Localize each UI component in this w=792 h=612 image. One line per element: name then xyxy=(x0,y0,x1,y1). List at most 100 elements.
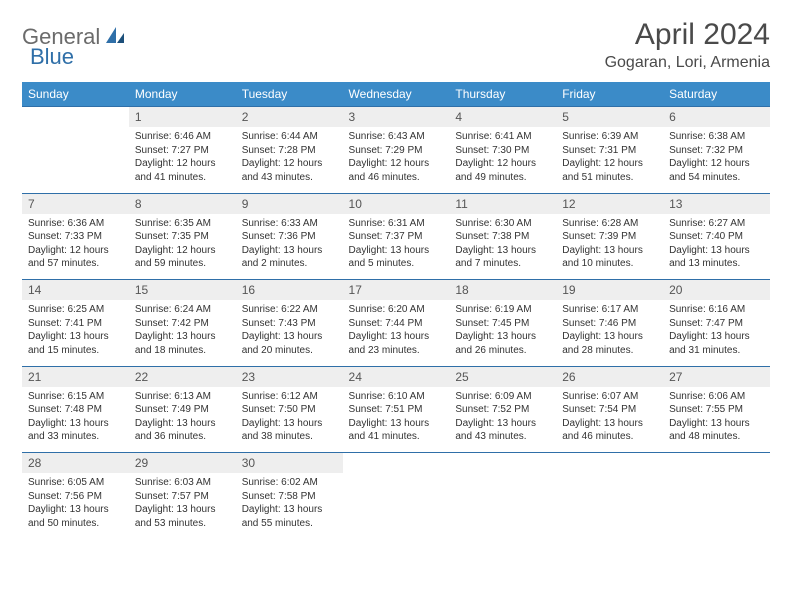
daylight-text: and 50 minutes. xyxy=(28,517,123,531)
sunset-text: Sunset: 7:48 PM xyxy=(28,403,123,417)
sunrise-text: Sunrise: 6:06 AM xyxy=(669,390,764,404)
sunrise-text: Sunrise: 6:03 AM xyxy=(135,476,230,490)
daylight-text: and 18 minutes. xyxy=(135,344,230,358)
daylight-text: Daylight: 12 hours xyxy=(562,157,657,171)
day-content-cell: Sunrise: 6:03 AMSunset: 7:57 PMDaylight:… xyxy=(129,473,236,539)
daylight-text: Daylight: 12 hours xyxy=(242,157,337,171)
sunset-text: Sunset: 7:37 PM xyxy=(349,230,444,244)
sunset-text: Sunset: 7:52 PM xyxy=(455,403,550,417)
sunset-text: Sunset: 7:44 PM xyxy=(349,317,444,331)
day-content-cell: Sunrise: 6:05 AMSunset: 7:56 PMDaylight:… xyxy=(22,473,129,539)
daylight-text: Daylight: 13 hours xyxy=(455,244,550,258)
day-number-cell: 6 xyxy=(663,107,770,128)
daylight-text: Daylight: 12 hours xyxy=(455,157,550,171)
day-number-cell: 16 xyxy=(236,280,343,301)
daylight-text: Daylight: 13 hours xyxy=(28,330,123,344)
daylight-text: and 51 minutes. xyxy=(562,171,657,185)
daylight-text: and 43 minutes. xyxy=(242,171,337,185)
sunset-text: Sunset: 7:43 PM xyxy=(242,317,337,331)
sunrise-text: Sunrise: 6:38 AM xyxy=(669,130,764,144)
day-content-cell: Sunrise: 6:19 AMSunset: 7:45 PMDaylight:… xyxy=(449,300,556,366)
daylight-text: and 59 minutes. xyxy=(135,257,230,271)
sunrise-text: Sunrise: 6:39 AM xyxy=(562,130,657,144)
day-number-cell: 28 xyxy=(22,453,129,474)
sunset-text: Sunset: 7:50 PM xyxy=(242,403,337,417)
sail-icon xyxy=(104,25,126,50)
day-content-cell: Sunrise: 6:17 AMSunset: 7:46 PMDaylight:… xyxy=(556,300,663,366)
sunrise-text: Sunrise: 6:27 AM xyxy=(669,217,764,231)
day-content-cell: Sunrise: 6:43 AMSunset: 7:29 PMDaylight:… xyxy=(343,127,450,193)
calendar-table: SundayMondayTuesdayWednesdayThursdayFrid… xyxy=(22,82,770,539)
daylight-text: Daylight: 13 hours xyxy=(562,330,657,344)
daylight-text: Daylight: 13 hours xyxy=(242,330,337,344)
day-number-cell: 11 xyxy=(449,193,556,214)
sunrise-text: Sunrise: 6:44 AM xyxy=(242,130,337,144)
daylight-text: and 7 minutes. xyxy=(455,257,550,271)
day-content-row: Sunrise: 6:15 AMSunset: 7:48 PMDaylight:… xyxy=(22,387,770,453)
day-content-cell: Sunrise: 6:33 AMSunset: 7:36 PMDaylight:… xyxy=(236,214,343,280)
daylight-text: and 2 minutes. xyxy=(242,257,337,271)
daylight-text: and 41 minutes. xyxy=(349,430,444,444)
weekday-header: Thursday xyxy=(449,82,556,107)
day-content-cell: Sunrise: 6:09 AMSunset: 7:52 PMDaylight:… xyxy=(449,387,556,453)
sunset-text: Sunset: 7:54 PM xyxy=(562,403,657,417)
weekday-header: Saturday xyxy=(663,82,770,107)
weekday-header: Sunday xyxy=(22,82,129,107)
sunset-text: Sunset: 7:45 PM xyxy=(455,317,550,331)
daylight-text: and 36 minutes. xyxy=(135,430,230,444)
day-number-cell: 27 xyxy=(663,366,770,387)
daylight-text: Daylight: 13 hours xyxy=(28,417,123,431)
day-number-cell xyxy=(449,453,556,474)
sunrise-text: Sunrise: 6:07 AM xyxy=(562,390,657,404)
day-number-cell: 9 xyxy=(236,193,343,214)
daylight-text: Daylight: 12 hours xyxy=(669,157,764,171)
daylight-text: and 49 minutes. xyxy=(455,171,550,185)
daylight-text: Daylight: 13 hours xyxy=(242,503,337,517)
day-content-cell: Sunrise: 6:36 AMSunset: 7:33 PMDaylight:… xyxy=(22,214,129,280)
day-number-cell: 23 xyxy=(236,366,343,387)
day-content-cell: Sunrise: 6:27 AMSunset: 7:40 PMDaylight:… xyxy=(663,214,770,280)
sunset-text: Sunset: 7:41 PM xyxy=(28,317,123,331)
sunrise-text: Sunrise: 6:36 AM xyxy=(28,217,123,231)
day-number-cell: 30 xyxy=(236,453,343,474)
sunrise-text: Sunrise: 6:46 AM xyxy=(135,130,230,144)
day-number-cell: 19 xyxy=(556,280,663,301)
daylight-text: and 55 minutes. xyxy=(242,517,337,531)
daylight-text: Daylight: 13 hours xyxy=(455,417,550,431)
sunrise-text: Sunrise: 6:35 AM xyxy=(135,217,230,231)
daylight-text: Daylight: 13 hours xyxy=(562,244,657,258)
sunrise-text: Sunrise: 6:13 AM xyxy=(135,390,230,404)
day-content-cell: Sunrise: 6:07 AMSunset: 7:54 PMDaylight:… xyxy=(556,387,663,453)
day-number-cell: 8 xyxy=(129,193,236,214)
sunrise-text: Sunrise: 6:10 AM xyxy=(349,390,444,404)
sunrise-text: Sunrise: 6:19 AM xyxy=(455,303,550,317)
sunset-text: Sunset: 7:51 PM xyxy=(349,403,444,417)
day-content-cell: Sunrise: 6:39 AMSunset: 7:31 PMDaylight:… xyxy=(556,127,663,193)
daylight-text: Daylight: 13 hours xyxy=(135,417,230,431)
daylight-text: and 33 minutes. xyxy=(28,430,123,444)
day-content-cell xyxy=(663,473,770,539)
sunset-text: Sunset: 7:42 PM xyxy=(135,317,230,331)
day-content-row: Sunrise: 6:46 AMSunset: 7:27 PM Daylight:… xyxy=(22,127,770,193)
sunrise-text: Sunrise: 6:09 AM xyxy=(455,390,550,404)
calendar-page: General April 2024 Gogaran, Lori, Armeni… xyxy=(0,0,792,557)
sunset-text: Sunset: 7:27 PM xyxy=(135,144,230,158)
day-number-cell: 22 xyxy=(129,366,236,387)
day-content-cell: Sunrise: 6:46 AMSunset: 7:27 PMDaylight:… xyxy=(129,127,236,193)
day-number-cell: 10 xyxy=(343,193,450,214)
day-number-cell: 21 xyxy=(22,366,129,387)
sunrise-text: Sunrise: 6:05 AM xyxy=(28,476,123,490)
daylight-text: and 10 minutes. xyxy=(562,257,657,271)
title-block: April 2024 Gogaran, Lori, Armenia xyxy=(605,18,770,72)
sunset-text: Sunset: 7:38 PM xyxy=(455,230,550,244)
day-number-cell: 5 xyxy=(556,107,663,128)
sunrise-text: Sunrise: 6:16 AM xyxy=(669,303,764,317)
daylight-text: Daylight: 13 hours xyxy=(349,244,444,258)
day-content-cell: Sunrise: 6:13 AMSunset: 7:49 PMDaylight:… xyxy=(129,387,236,453)
day-number-row: 123456 xyxy=(22,107,770,128)
sunrise-text: Sunrise: 6:33 AM xyxy=(242,217,337,231)
day-number-row: 21222324252627 xyxy=(22,366,770,387)
month-title: April 2024 xyxy=(605,18,770,52)
day-content-cell xyxy=(556,473,663,539)
weekday-header: Friday xyxy=(556,82,663,107)
